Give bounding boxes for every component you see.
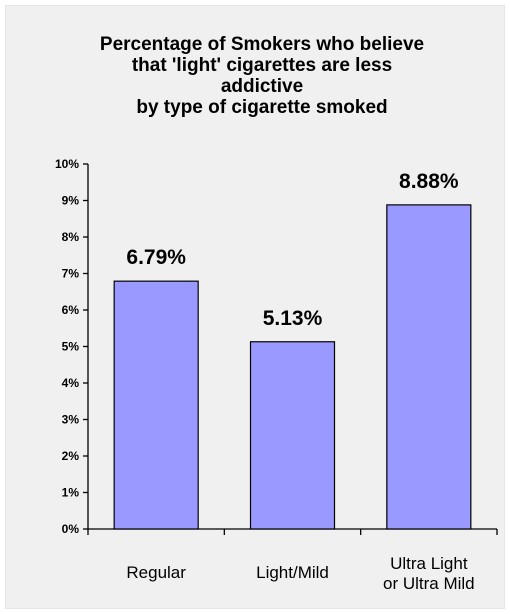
data-label: 8.88% bbox=[399, 170, 459, 193]
chart-title-line: by type of cigarette smoked bbox=[136, 97, 387, 118]
x-axis bbox=[87, 528, 498, 535]
chart-title-line: Percentage of Smokers who believe bbox=[100, 34, 424, 55]
bar bbox=[249, 341, 336, 530]
y-tick-label: 6% bbox=[62, 303, 80, 317]
chart-title-line: addictive bbox=[221, 76, 303, 97]
data-label: 6.79% bbox=[126, 246, 186, 269]
y-tick-label: 7% bbox=[62, 267, 80, 281]
category-label: Regular bbox=[126, 563, 186, 582]
y-tick-label: 1% bbox=[62, 486, 80, 500]
category-label: or Ultra Mild bbox=[383, 574, 475, 593]
data-label: 5.13% bbox=[263, 307, 323, 330]
chart-title-line: that 'light' cigarettes are less bbox=[132, 55, 392, 76]
y-tick-label: 3% bbox=[62, 413, 80, 427]
category-label: Ultra Light bbox=[390, 554, 468, 573]
category-label: Light/Mild bbox=[256, 563, 329, 582]
bar bbox=[113, 280, 199, 530]
bar bbox=[386, 204, 472, 530]
y-tick-label: 2% bbox=[62, 449, 80, 463]
y-tick-label: 8% bbox=[62, 230, 80, 244]
y-tick-label: 4% bbox=[62, 376, 80, 390]
y-tick-label: 9% bbox=[62, 194, 80, 208]
y-tick-label: 0% bbox=[62, 522, 80, 536]
y-tick-label: 10% bbox=[55, 157, 79, 171]
y-tick-label: 5% bbox=[62, 340, 80, 354]
y-axis: 0% 1% 2% 3% 4% 5% 6% 7% 8% 9% 10% bbox=[55, 157, 89, 536]
bars bbox=[113, 204, 472, 530]
data-labels: 6.79% 5.13% 8.88% bbox=[126, 170, 459, 330]
